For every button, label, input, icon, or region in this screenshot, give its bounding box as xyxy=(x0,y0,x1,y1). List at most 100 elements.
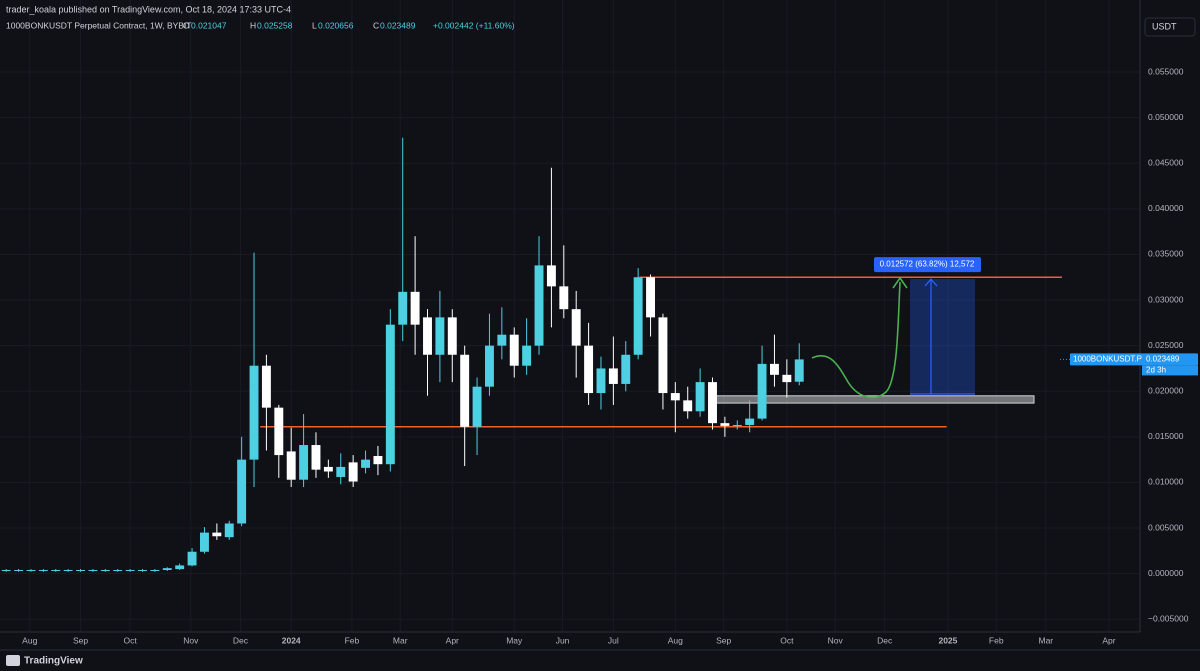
plot: 0.012572 (63.82%) 12,572 xyxy=(1,137,1062,572)
candle-body xyxy=(311,445,321,470)
ohlc-key: O xyxy=(183,20,190,30)
candle-body xyxy=(769,363,779,375)
y-tick-label: 0.025000 xyxy=(1148,340,1184,350)
y-tick-label: 0.015000 xyxy=(1148,431,1184,441)
candle-body xyxy=(398,291,408,325)
change: +0.002442 (+11.60%) xyxy=(433,20,515,30)
candle-body xyxy=(249,365,259,460)
candle-body xyxy=(423,317,432,355)
candle-body xyxy=(546,265,556,287)
candle-body xyxy=(571,309,581,346)
projection-curve xyxy=(811,281,901,399)
candle-body xyxy=(162,568,172,570)
candle-body xyxy=(410,291,420,325)
y-tick-label: 0.030000 xyxy=(1148,294,1184,304)
last-price-box xyxy=(1070,353,1198,366)
ohlc-value: 0.023489 xyxy=(380,20,416,30)
candle-body xyxy=(584,345,594,394)
candle-body xyxy=(348,462,358,482)
candle-body xyxy=(621,354,631,384)
y-tick-label: −0.005000 xyxy=(1148,613,1189,623)
grid xyxy=(0,0,1140,632)
candle-body xyxy=(336,466,346,477)
ohlc-value: 0.021047 xyxy=(191,20,227,30)
candle-body xyxy=(472,386,482,427)
x-tick-label: 2024 xyxy=(282,635,301,645)
candle-body xyxy=(286,451,296,480)
candle-body xyxy=(683,400,693,412)
candle-body xyxy=(63,569,73,571)
x-tick-label: Nov xyxy=(828,635,844,645)
candle-body xyxy=(695,382,705,412)
candle-body xyxy=(460,354,470,427)
candle-body xyxy=(361,459,371,468)
candle-body xyxy=(237,459,247,524)
candle-body xyxy=(323,466,333,472)
candle-body xyxy=(224,523,234,538)
y-tick-label: 0.045000 xyxy=(1148,157,1184,167)
x-tick-label: Oct xyxy=(780,635,794,645)
candle-body xyxy=(187,551,197,566)
x-tick-label: 2025 xyxy=(938,635,957,645)
candle-body xyxy=(670,393,680,401)
last-price-value: 0.023489 xyxy=(1146,355,1180,364)
candle-body xyxy=(138,569,147,571)
candle-body xyxy=(14,569,24,571)
candle-body xyxy=(100,569,110,571)
x-tick-label: Jun xyxy=(556,635,570,645)
candle-body xyxy=(113,569,123,571)
candle-body xyxy=(559,286,569,310)
logo xyxy=(6,655,20,666)
candle-body xyxy=(274,407,284,456)
candle-body xyxy=(125,569,135,571)
candle-body xyxy=(708,382,717,424)
x-tick-label: Apr xyxy=(1102,635,1115,645)
candle-body xyxy=(38,569,48,571)
candle-body xyxy=(497,334,507,346)
candle-body xyxy=(608,368,618,384)
candle-body xyxy=(658,317,668,394)
candle-body xyxy=(745,418,755,425)
x-tick-label: Feb xyxy=(989,635,1004,645)
candle-body xyxy=(373,455,383,465)
candle-body xyxy=(646,277,656,318)
candle-body xyxy=(51,569,61,571)
candle-body xyxy=(212,532,222,537)
candle-body xyxy=(509,334,519,366)
candle-body xyxy=(76,569,86,571)
x-tick-label: May xyxy=(506,635,523,645)
candle-body xyxy=(447,317,457,355)
candle-body xyxy=(522,345,532,366)
candle-body xyxy=(435,317,445,355)
candle-body xyxy=(88,569,98,571)
currency: USDT xyxy=(1152,21,1177,31)
countdown: 2d 3h xyxy=(1146,366,1166,375)
ohlc-key: C xyxy=(373,20,379,30)
x-tick-label: Apr xyxy=(446,635,459,645)
candle-body xyxy=(199,532,209,552)
x-tick-label: Feb xyxy=(345,635,360,645)
candle-body xyxy=(1,569,11,571)
x-tick-label: Mar xyxy=(393,635,408,645)
candle-body xyxy=(732,424,742,426)
x-tick-label: Oct xyxy=(123,635,137,645)
ohlc-value: 0.020656 xyxy=(318,20,354,30)
candle-body xyxy=(150,569,160,571)
candle-body xyxy=(385,324,395,465)
symbol: 1000BONKUSDT Perpetual Contract, 1W, BYB… xyxy=(6,20,192,30)
ohlc-key: L xyxy=(312,20,317,30)
measure-label: 0.012572 (63.82%) 12,572 xyxy=(880,260,975,269)
candle-body xyxy=(26,569,36,571)
y-tick-label: 0.050000 xyxy=(1148,112,1184,122)
candle-body xyxy=(794,359,804,382)
x-tick-label: Jul xyxy=(608,635,619,645)
candle-body xyxy=(175,565,185,570)
projection-arrow xyxy=(892,276,908,289)
y-tick-label: 0.010000 xyxy=(1148,477,1184,487)
x-tick-label: Aug xyxy=(22,635,37,645)
currency-box[interactable] xyxy=(1144,17,1196,37)
x-tick-label: Mar xyxy=(1039,635,1054,645)
countdown-box xyxy=(1142,365,1198,376)
